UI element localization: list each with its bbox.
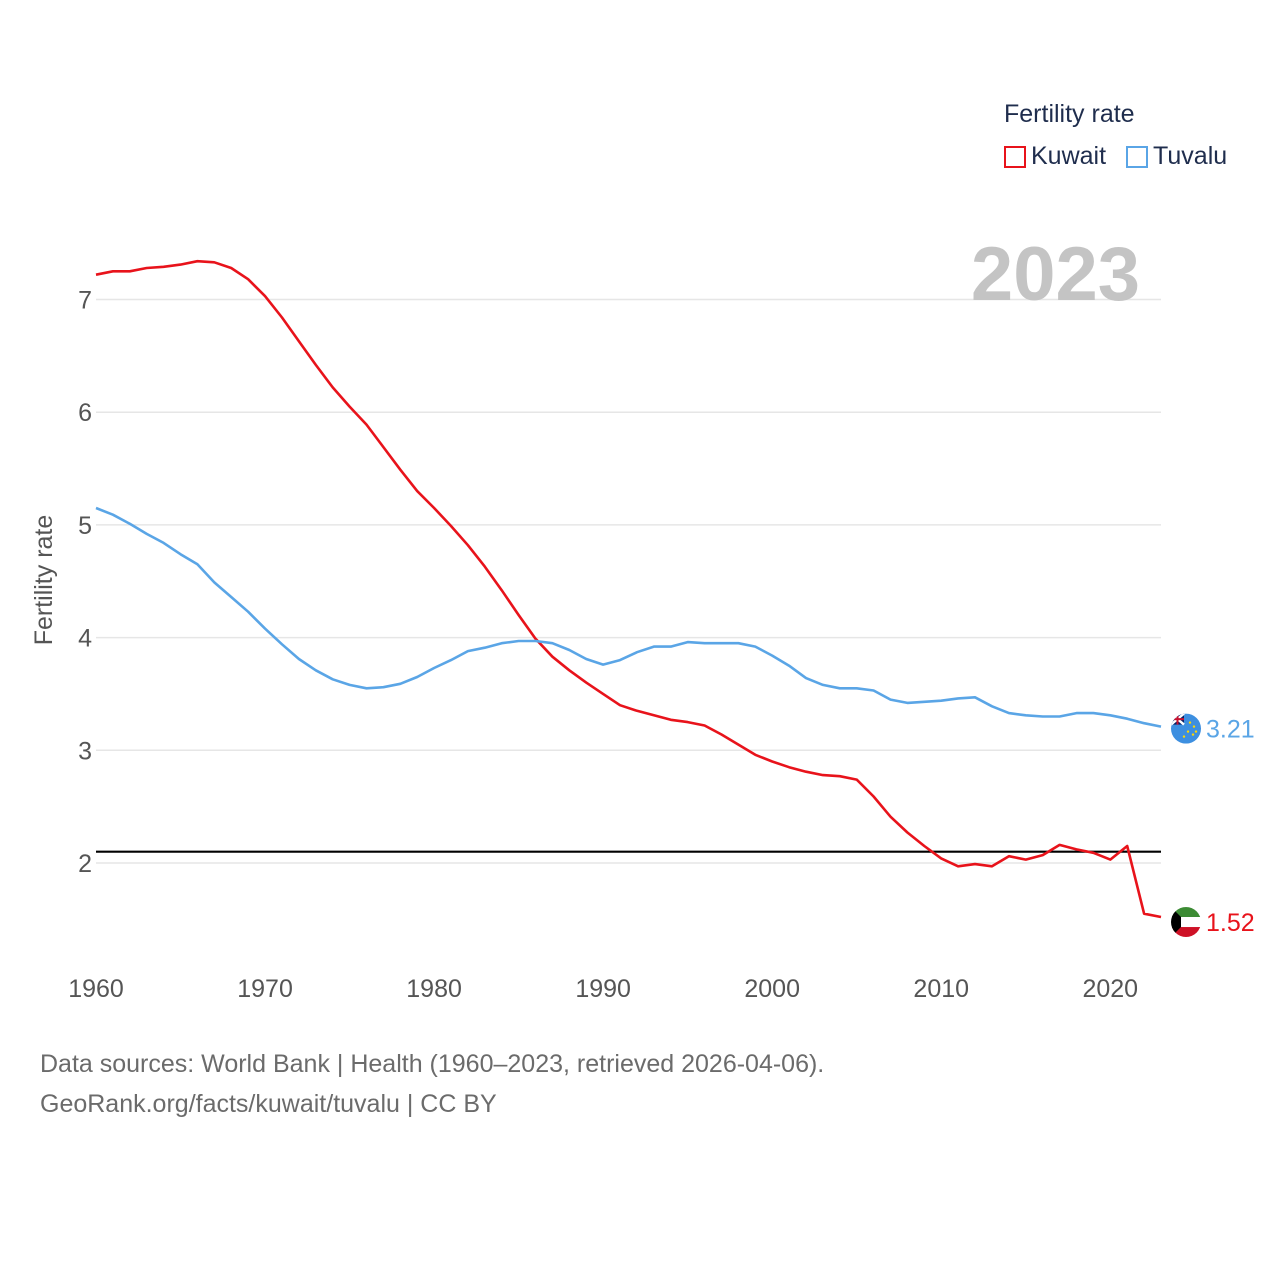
y-tick-label: 5 xyxy=(78,512,92,540)
legend-label-tuvalu: Tuvalu xyxy=(1153,142,1228,170)
source-link[interactable]: GeoRank.org/facts/kuwait/tuvalu | CC BY xyxy=(40,1090,497,1118)
y-tick-label: 6 xyxy=(78,399,92,427)
end-value-label-tuvalu: 3.21 xyxy=(1206,716,1255,744)
x-axis-ticks: 1960 1970 1980 1990 2000 2010 2020 xyxy=(68,975,1138,1003)
y-tick-label: 2 xyxy=(78,850,92,878)
tuvalu-flag-icon xyxy=(1171,713,1201,744)
series-line-kuwait xyxy=(95,259,1162,919)
x-tick-label: 2000 xyxy=(744,975,800,1003)
series-end-markers: 1.52 3.21 xyxy=(1171,713,1255,938)
series-line-tuvalu xyxy=(95,506,1162,728)
end-value-label-kuwait: 1.52 xyxy=(1206,909,1255,937)
gridlines xyxy=(96,298,1161,864)
x-tick-label: 1960 xyxy=(68,975,124,1003)
x-tick-label: 1990 xyxy=(575,975,631,1003)
x-tick-label: 2020 xyxy=(1082,975,1138,1003)
legend-item-tuvalu[interactable]: Tuvalu xyxy=(1126,142,1227,171)
source-note: Data sources: World Bank | Health (1960–… xyxy=(40,1044,824,1124)
legend-item-kuwait[interactable]: Kuwait xyxy=(1004,142,1106,171)
x-tick-label: 1970 xyxy=(237,975,293,1003)
y-tick-label: 7 xyxy=(78,287,92,315)
kuwait-flag-icon xyxy=(1171,907,1201,938)
current-year-label: 2023 xyxy=(971,232,1140,317)
legend-swatch-kuwait xyxy=(1004,145,1026,168)
y-tick-label: 3 xyxy=(78,737,92,765)
legend-swatch-tuvalu xyxy=(1126,145,1149,168)
x-tick-label: 1980 xyxy=(406,975,462,1003)
legend-label-kuwait: Kuwait xyxy=(1031,142,1107,170)
y-axis-ticks: 2 3 4 5 6 7 xyxy=(78,287,92,878)
y-tick-label: 4 xyxy=(78,625,92,653)
y-axis-label: Fertility rate xyxy=(30,515,58,646)
legend-title: Fertility rate xyxy=(1004,100,1135,128)
series-lines xyxy=(95,259,1162,919)
source-line: Data sources: World Bank | Health (1960–… xyxy=(40,1050,825,1078)
x-tick-label: 2010 xyxy=(913,975,969,1003)
legend: Kuwait Tuvalu xyxy=(1004,142,1247,171)
